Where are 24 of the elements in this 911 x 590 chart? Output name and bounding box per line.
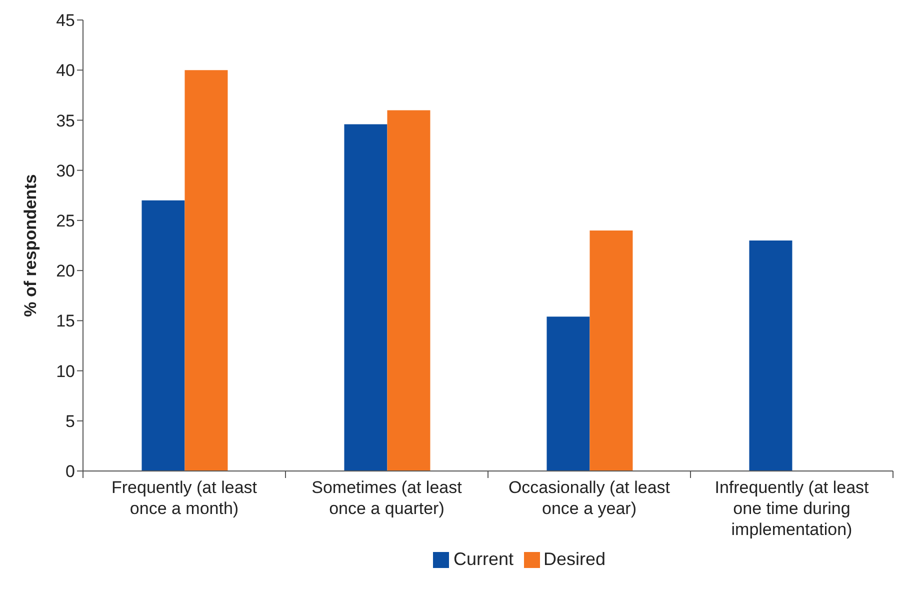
y-axis-title: % of respondents	[21, 174, 40, 317]
bar	[749, 240, 792, 471]
bar	[142, 200, 185, 471]
x-tick-label: Infrequently (at least one time during implementation)	[714, 478, 870, 539]
y-tick-label: 0	[66, 462, 75, 482]
bar	[344, 124, 388, 471]
y-tick-label: 5	[66, 412, 75, 431]
y-tick-label: 10	[56, 362, 75, 381]
x-tick-label: Sometimes (at least once a quarter)	[312, 478, 462, 518]
bar	[387, 110, 430, 471]
bar	[590, 230, 633, 471]
legend-label: Current	[453, 549, 514, 569]
y-tick-label: 40	[56, 61, 75, 80]
x-tick-label: Occasionally (at least once a year)	[508, 478, 670, 518]
y-tick-label: 45	[56, 11, 75, 30]
y-tick-label: 25	[56, 211, 75, 230]
y-tick-label: 20	[56, 262, 75, 281]
y-tick-label: 30	[56, 161, 75, 180]
legend-label: Desired	[544, 549, 606, 569]
y-tick-label: 35	[56, 111, 75, 130]
y-tick-label: 15	[56, 312, 75, 331]
bar	[546, 316, 590, 471]
bar	[184, 70, 228, 471]
x-tick-label: Frequently (at least once a month)	[111, 478, 258, 518]
